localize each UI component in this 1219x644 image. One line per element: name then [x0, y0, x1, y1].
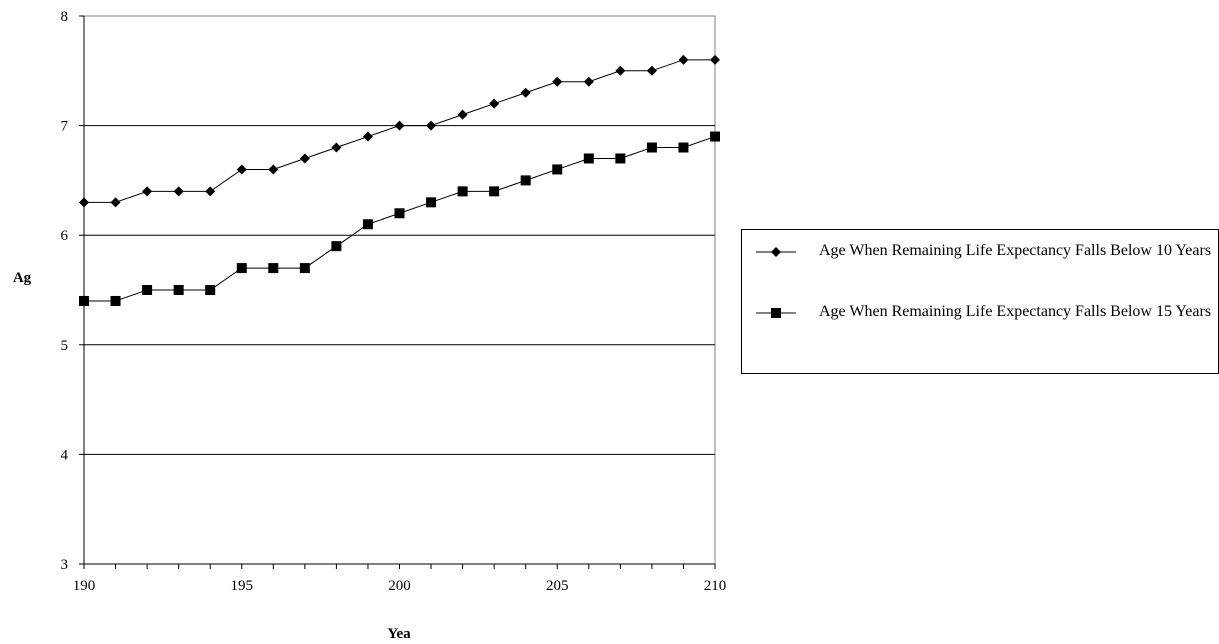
y-tick-label-8: 8	[61, 9, 69, 25]
series-1-point-205	[552, 76, 563, 87]
series-1-point-199	[362, 131, 373, 142]
series-2-point-198	[331, 241, 342, 252]
series-2-point-199	[362, 219, 373, 230]
x-tick-label-210: 210	[704, 578, 727, 594]
series-1-point-204	[520, 87, 531, 98]
x-tick-label-205: 205	[546, 578, 569, 594]
series-1-point-191	[110, 197, 121, 208]
series-1-point-202	[457, 109, 468, 120]
series-2-point-196	[268, 263, 279, 274]
series-1-point-207	[615, 65, 626, 76]
series-1-point-197	[299, 153, 310, 164]
series-2-point-195	[236, 263, 247, 274]
series-1-point-208	[646, 65, 657, 76]
legend: Age When Remaining Life Expectancy Falls…	[741, 229, 1219, 374]
series-2-point-206	[583, 153, 594, 164]
series-2-point-202	[457, 186, 468, 197]
series-2-point-194	[205, 285, 216, 295]
x-tick-label-195: 195	[231, 578, 254, 594]
series-2-point-203	[489, 186, 500, 197]
series-1-point-209	[678, 54, 689, 65]
series-1-point-190	[79, 197, 89, 208]
series-1-point-210	[710, 54, 720, 65]
series-1-point-206	[583, 76, 594, 87]
series-1-point-193	[173, 186, 184, 197]
series-2-point-190	[79, 295, 89, 306]
y-tick-label-3: 3	[61, 557, 69, 573]
series-2-point-207	[615, 153, 626, 164]
y-tick-label-7: 7	[61, 119, 69, 135]
series-1-point-195	[236, 164, 247, 175]
series-2-point-193	[173, 285, 184, 295]
series-2-point-201	[426, 197, 437, 208]
series-1-point-198	[331, 142, 342, 153]
x-tick-label-190: 190	[73, 578, 96, 594]
x-axis-ticks: 190 195 200 205 210	[73, 564, 727, 594]
x-tick-label-200: 200	[388, 578, 411, 594]
series-1-point-203	[489, 98, 500, 109]
y-axis-ticks: 3 4 5 6 7 8	[61, 9, 84, 573]
series-layer	[79, 54, 720, 306]
series-2-point-210	[710, 131, 720, 142]
series-1-point-200	[394, 120, 405, 131]
y-axis-title: Ag	[13, 270, 32, 286]
y-tick-label-4: 4	[61, 447, 69, 463]
x-axis-title: Yea	[387, 626, 411, 642]
series-2-point-191	[110, 295, 121, 306]
series-1-point-196	[268, 164, 279, 175]
y-tick-label-6: 6	[61, 228, 69, 244]
diamond-marker-icon	[756, 247, 796, 257]
series-2-point-197	[299, 263, 310, 274]
series-2-point-208	[646, 142, 657, 153]
series-2-point-205	[552, 164, 563, 175]
series-2-point-209	[678, 142, 689, 153]
series-1-point-194	[205, 186, 216, 197]
legend-label-series-2: Age When Remaining Life Expectancy Falls…	[819, 303, 1212, 320]
legend-label-series-1: Age When Remaining Life Expectancy Falls…	[819, 242, 1212, 259]
series-1-point-192	[142, 186, 153, 197]
series-2-point-192	[142, 285, 153, 295]
series-1-point-201	[426, 120, 437, 131]
series-2-point-204	[520, 175, 531, 186]
square-marker-icon	[756, 308, 796, 318]
series-2-point-200	[394, 208, 405, 219]
y-tick-label-5: 5	[61, 338, 69, 354]
